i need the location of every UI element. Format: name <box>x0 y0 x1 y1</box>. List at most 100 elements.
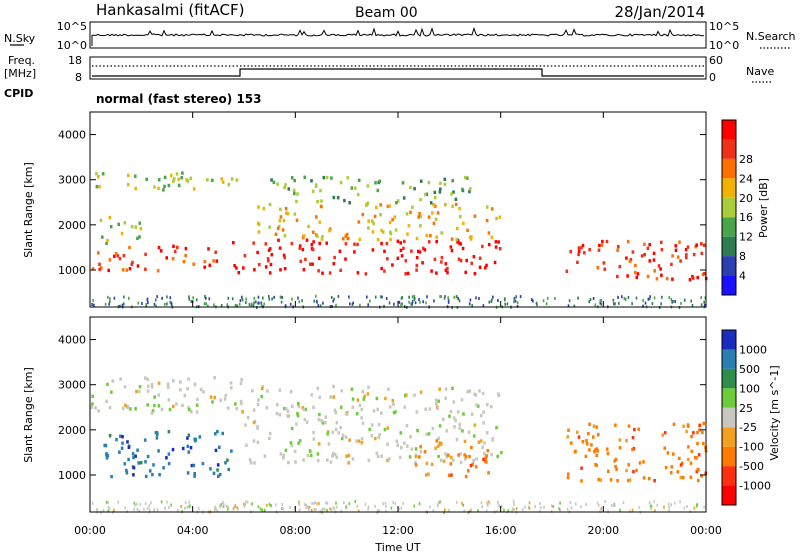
data-cell <box>465 258 468 263</box>
data-cell <box>135 502 138 506</box>
data-cell <box>367 507 369 511</box>
data-cell <box>332 195 336 200</box>
data-cell <box>447 473 451 477</box>
data-cell <box>318 241 321 246</box>
data-cell <box>634 263 637 268</box>
data-cell <box>293 178 296 183</box>
data-cell <box>444 508 446 512</box>
nsky-frame <box>89 21 707 49</box>
data-cell <box>485 205 489 209</box>
data-cell <box>324 415 327 419</box>
data-cell <box>684 298 686 302</box>
data-cell <box>695 243 698 247</box>
data-cell <box>496 509 499 513</box>
data-cell <box>452 190 455 194</box>
data-cell <box>309 453 313 458</box>
data-cell <box>570 506 573 510</box>
data-cell <box>90 405 94 409</box>
velocity-colorbar-tick: -100 <box>739 441 764 454</box>
data-cell <box>472 458 475 463</box>
data-cell <box>487 503 489 507</box>
data-cell <box>600 507 603 511</box>
data-cell <box>580 479 583 483</box>
data-cell <box>166 302 168 306</box>
data-cell <box>482 421 485 425</box>
data-cell <box>680 301 682 305</box>
data-cell <box>678 456 681 461</box>
data-cell <box>447 299 450 303</box>
data-cell <box>221 180 225 184</box>
data-cell <box>415 263 419 268</box>
data-cell <box>515 507 518 511</box>
data-cell <box>356 398 360 402</box>
data-cell <box>461 187 464 192</box>
data-cell <box>169 300 171 304</box>
data-cell <box>276 182 279 186</box>
data-cell <box>314 184 318 188</box>
data-cell <box>406 232 409 236</box>
data-cell <box>468 454 471 459</box>
data-cell <box>559 508 562 512</box>
data-cell <box>603 267 607 271</box>
data-cell <box>671 300 673 304</box>
data-cell <box>414 463 418 467</box>
data-cell <box>234 303 237 307</box>
data-cell <box>396 239 400 243</box>
data-cell <box>663 446 666 450</box>
data-cell <box>462 221 465 226</box>
data-cell <box>119 377 122 381</box>
data-cell <box>651 302 654 305</box>
data-cell <box>146 454 150 459</box>
data-cell <box>314 501 317 505</box>
data-cell <box>485 431 489 435</box>
data-cell <box>534 504 536 508</box>
data-cell <box>150 382 154 387</box>
data-cell <box>427 432 431 436</box>
data-cell <box>486 449 490 453</box>
data-cell <box>418 212 421 216</box>
data-cell <box>176 245 179 250</box>
data-cell <box>203 265 206 269</box>
data-cell <box>354 500 357 504</box>
data-cell <box>481 391 485 396</box>
data-cell <box>600 299 603 302</box>
data-cell <box>289 441 293 445</box>
colorbar-swatch <box>722 407 736 428</box>
data-cell <box>580 246 583 250</box>
data-cell <box>513 300 515 304</box>
data-cell <box>399 431 403 435</box>
data-cell <box>334 453 337 457</box>
data-cell <box>120 446 124 450</box>
data-cell <box>432 509 435 513</box>
data-cell <box>379 213 382 217</box>
data-cell <box>614 464 617 469</box>
data-cell <box>632 446 636 451</box>
data-cell <box>284 407 288 411</box>
data-cell <box>592 435 595 439</box>
data-cell <box>659 267 662 271</box>
data-cell <box>286 414 289 418</box>
data-cell <box>115 437 118 442</box>
data-cell <box>121 268 125 272</box>
data-cell <box>490 207 494 211</box>
data-cell <box>166 382 170 386</box>
data-cell <box>326 501 329 505</box>
data-cell <box>146 377 150 382</box>
data-cell <box>506 302 509 306</box>
data-cell <box>411 300 414 304</box>
data-cell <box>627 478 630 483</box>
data-cell <box>405 424 409 428</box>
data-cell <box>91 267 95 271</box>
data-cell <box>311 247 315 252</box>
data-cell <box>168 506 170 509</box>
data-cell <box>384 501 387 505</box>
data-cell <box>644 301 647 305</box>
data-cell <box>467 469 470 473</box>
data-cell <box>257 295 260 299</box>
data-cell <box>670 503 672 507</box>
data-cell <box>167 461 171 466</box>
data-cell <box>687 457 690 462</box>
data-cell <box>660 302 662 306</box>
data-cell <box>469 187 472 191</box>
data-cell <box>106 238 109 243</box>
